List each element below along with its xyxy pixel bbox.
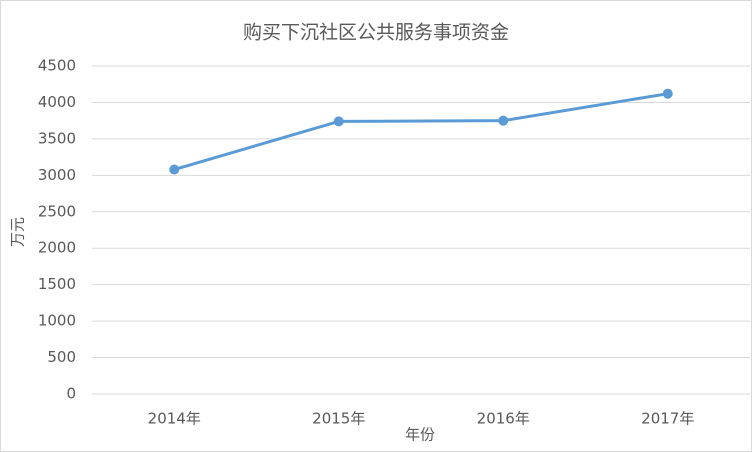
y-tick-label: 1500 (38, 275, 76, 293)
y-tick-label: 3500 (38, 129, 76, 147)
x-tick-label: 2016年 (477, 410, 530, 428)
y-tick-label: 1000 (38, 312, 76, 330)
data-point (662, 88, 673, 99)
y-tick-label: 4000 (38, 93, 76, 111)
y-tick-label: 500 (47, 348, 76, 366)
data-point (169, 164, 180, 175)
y-tick-label: 4500 (38, 57, 76, 75)
x-tick-label: 2015年 (312, 410, 365, 428)
y-axis-label: 万元 (9, 217, 27, 247)
data-line (173, 92, 668, 171)
y-tick-label: 2500 (38, 202, 76, 220)
data-point (498, 115, 509, 126)
y-tick-label: 3000 (38, 166, 76, 184)
x-axis-label: 年份 (405, 426, 435, 444)
y-tick-label: 2000 (38, 239, 76, 257)
x-tick-label: 2017年 (641, 410, 694, 428)
data-point (333, 116, 344, 127)
x-tick-label: 2014年 (148, 410, 201, 428)
chart-title: 购买下沉社区公共服务事项资金 (243, 22, 509, 44)
y-tick-label: 0 (66, 385, 76, 403)
